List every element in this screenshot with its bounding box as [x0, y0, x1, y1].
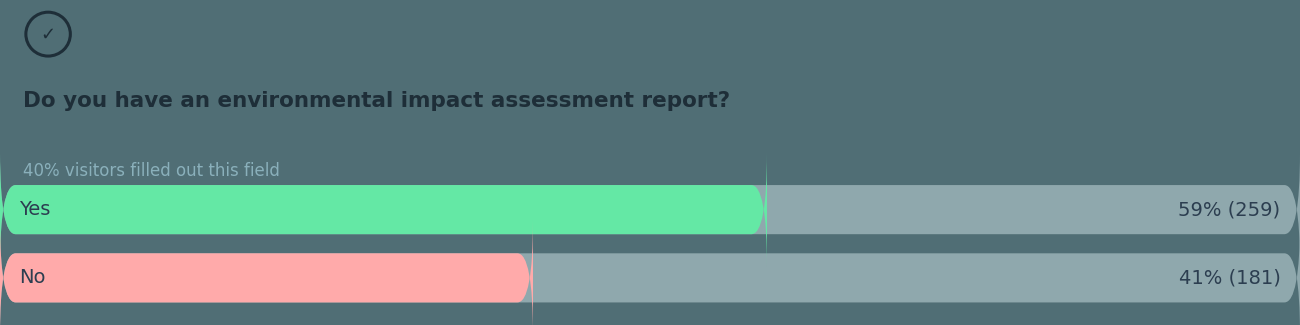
FancyBboxPatch shape: [0, 221, 1300, 325]
Text: ✓: ✓: [40, 26, 56, 44]
Text: No: No: [20, 268, 46, 287]
FancyBboxPatch shape: [0, 152, 1300, 267]
Text: Do you have an environmental impact assessment report?: Do you have an environmental impact asse…: [23, 91, 731, 111]
Text: 59% (259): 59% (259): [1178, 200, 1280, 219]
FancyBboxPatch shape: [0, 152, 767, 267]
Text: 40% visitors filled out this field: 40% visitors filled out this field: [23, 162, 281, 180]
FancyBboxPatch shape: [0, 221, 533, 325]
Text: Yes: Yes: [20, 200, 51, 219]
Text: 41% (181): 41% (181): [1179, 268, 1280, 287]
